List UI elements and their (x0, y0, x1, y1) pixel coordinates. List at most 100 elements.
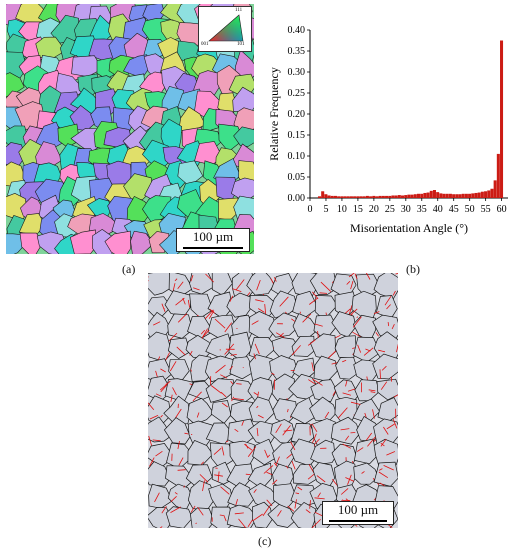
twin-boundary (379, 482, 385, 487)
twin-boundary (245, 443, 249, 449)
twin-boundary (373, 311, 380, 315)
twin-boundary (161, 303, 166, 312)
twin-boundary (256, 427, 259, 437)
histogram-bar (317, 196, 322, 198)
histogram-bar (455, 194, 459, 198)
x-tick-label: 30 (401, 204, 411, 215)
twin-boundary (319, 292, 328, 294)
grain (148, 273, 173, 296)
twin-boundary (154, 492, 160, 503)
grain (353, 462, 379, 485)
twin-boundary (271, 372, 275, 375)
twin-boundary (217, 471, 220, 482)
twin-boundary (174, 408, 182, 419)
twin-boundary (352, 331, 362, 338)
twin-boundary (381, 365, 387, 371)
grain (373, 273, 398, 299)
histogram-bar (436, 192, 440, 198)
twin-boundary (170, 506, 181, 513)
twin-boundary (241, 420, 244, 426)
twin-boundary (302, 313, 312, 323)
twin-boundary (172, 283, 176, 292)
histogram-bar (500, 40, 504, 198)
y-axis-label: Relative Frequency (267, 67, 281, 161)
twin-boundary (391, 324, 395, 330)
histogram-bar (388, 195, 392, 198)
x-axis-label: Misorientation Angle (°) (350, 221, 468, 235)
histogram-bar (493, 180, 497, 198)
grain-boundary-map: 100 µm (148, 273, 398, 528)
histogram-bar (484, 191, 488, 198)
twin-boundary (312, 378, 323, 386)
twin-boundary (235, 279, 245, 291)
twin-boundary (395, 273, 398, 275)
twin-boundary (314, 497, 325, 500)
twin-boundary (195, 522, 197, 524)
twin-boundary (275, 456, 280, 466)
twin-boundary (311, 423, 318, 433)
twin-boundary (199, 474, 209, 483)
histogram-bar (477, 192, 481, 198)
histogram-bar (356, 196, 360, 198)
grain (205, 333, 233, 360)
histogram-bar (468, 193, 472, 198)
histogram-bar (330, 195, 334, 198)
twin-boundary (277, 510, 282, 517)
x-tick-label: 50 (465, 204, 475, 215)
twin-boundary (230, 354, 237, 356)
twin-boundary (320, 281, 332, 292)
twin-boundary (317, 492, 321, 498)
x-tick-label: 35 (417, 204, 427, 215)
twin-boundary (177, 281, 184, 290)
histogram-bar (429, 190, 433, 198)
twin-boundary (316, 475, 326, 483)
histogram-bar (474, 192, 478, 198)
grain (187, 439, 214, 466)
twin-boundary (295, 492, 300, 495)
twin-boundary (367, 436, 376, 447)
twin-boundary (294, 499, 297, 509)
histogram-bar (381, 195, 385, 198)
twin-boundary (231, 396, 235, 402)
scale-bar-a-label: 100 µm (192, 229, 234, 244)
ipf-triangle-icon (208, 14, 244, 42)
grain (376, 378, 398, 401)
histogram-bar (346, 196, 350, 198)
histogram-bar (337, 196, 341, 198)
twin-boundary (287, 408, 289, 413)
y-tick-label: 0.00 (288, 193, 306, 204)
y-tick-label: 0.10 (288, 151, 306, 162)
histogram-bar (439, 193, 443, 198)
twin-boundary (205, 273, 214, 283)
twin-boundary (254, 343, 260, 355)
twin-boundary (267, 454, 271, 458)
histogram-bar (464, 193, 468, 198)
grain (373, 461, 398, 487)
twin-boundary (345, 435, 350, 441)
histogram-bar (442, 193, 446, 198)
twin-boundary (253, 489, 257, 493)
twin-boundary (337, 407, 348, 419)
twin-boundary (311, 433, 317, 444)
twin-boundary (177, 441, 180, 450)
twin-boundary (229, 295, 234, 302)
grain (310, 439, 336, 465)
grain (267, 503, 298, 528)
y-tick-label: 0.20 (288, 109, 306, 120)
histogram-bar (343, 196, 347, 198)
twin-boundary (256, 279, 261, 291)
grain (148, 461, 171, 487)
twin-boundary (283, 429, 293, 432)
twin-boundary (177, 469, 186, 471)
twin-boundary (287, 505, 295, 512)
grain (271, 373, 295, 401)
twin-boundary (342, 359, 347, 363)
grain (205, 378, 236, 403)
twin-boundary (383, 465, 394, 471)
twin-boundary (234, 428, 239, 433)
twin-boundary (170, 496, 177, 502)
grain (163, 417, 191, 445)
twin-boundary (161, 506, 167, 514)
twin-boundary (274, 277, 277, 282)
grain (18, 213, 46, 236)
